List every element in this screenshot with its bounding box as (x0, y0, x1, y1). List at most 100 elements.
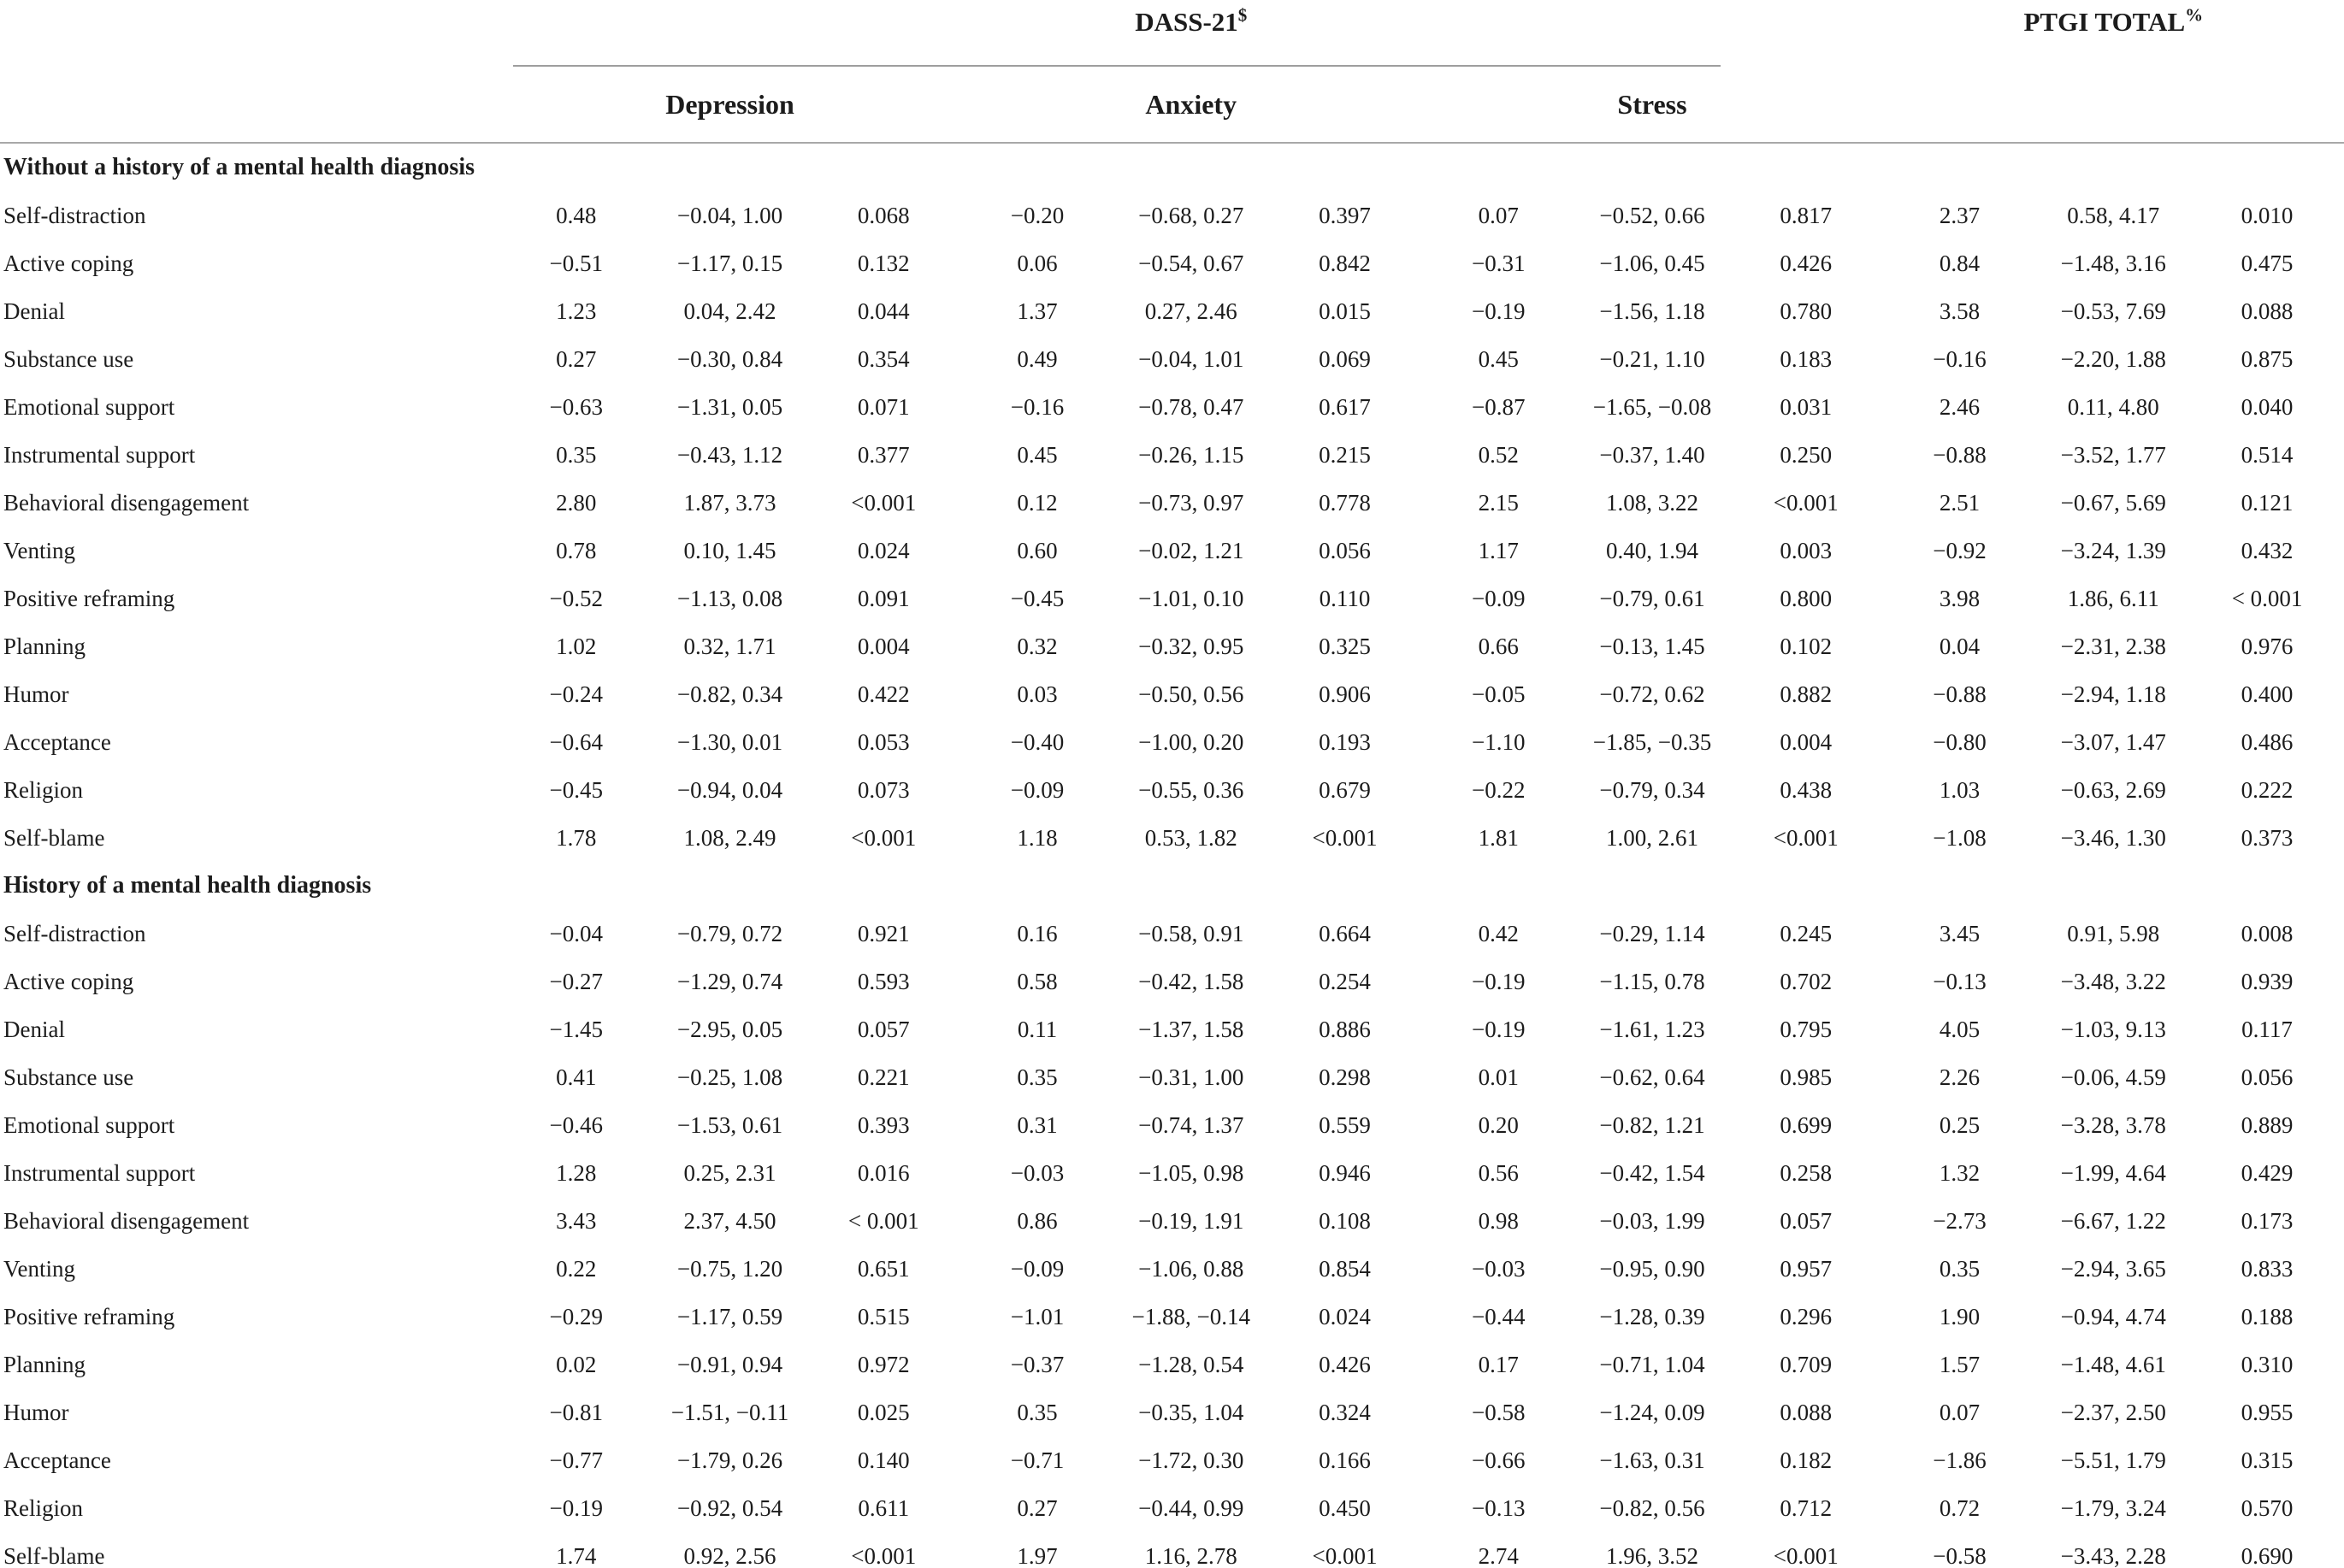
cell-value: < 0.001 (2231, 585, 2303, 611)
cell-value: 0.088 (2241, 298, 2294, 324)
cell-value: −0.09 (1010, 1255, 1065, 1282)
cell-value: −1.08 (1933, 824, 1987, 851)
row-label: Planning (3, 633, 86, 659)
cell-value: 0.426 (1319, 1351, 1371, 1377)
cell-value: 1.18 (1017, 824, 1058, 851)
cell-value: 0.570 (2241, 1494, 2294, 1521)
cell-value: 2.37, 4.50 (683, 1207, 776, 1234)
cell-value: −1.17, 0.59 (676, 1303, 783, 1329)
cell-value: −0.92, 0.54 (676, 1494, 783, 1521)
cell-value: 0.040 (2241, 393, 2294, 420)
cell-value: 0.03 (1017, 681, 1058, 707)
cell-value: 2.80 (556, 489, 597, 516)
cell-value: −1.48, 4.61 (2060, 1351, 2166, 1377)
cell-value: 0.400 (2241, 681, 2294, 707)
row-label: Positive reframing (3, 1303, 175, 1329)
cell-value: 0.215 (1319, 441, 1371, 468)
cell-value: −0.03 (1010, 1159, 1065, 1186)
dass21-group-header: DASS-21$ (499, 0, 1883, 67)
cell-value: 0.110 (1319, 585, 1371, 611)
cell-value: −0.58, 0.91 (1138, 920, 1244, 946)
cell-value: −0.04, 1.00 (676, 202, 783, 228)
cell-value: −0.42, 1.58 (1138, 968, 1244, 994)
row-label: Acceptance (3, 728, 111, 755)
cell-value: 1.23 (556, 298, 597, 324)
ptgi-label: PTGI TOTAL (2023, 7, 2186, 37)
subheader-depression: Depression (499, 67, 961, 144)
cell-value: −1.51, −0.11 (670, 1399, 789, 1425)
cell-value: 0.35 (556, 441, 597, 468)
cell-value: 0.45 (1478, 345, 1519, 372)
cell-value: 0.373 (2241, 824, 2294, 851)
cell-value: 0.221 (857, 1064, 910, 1090)
cell-value: −0.63 (549, 393, 603, 420)
cell-value: −0.03, 1.99 (1599, 1207, 1705, 1234)
cell-value: 0.254 (1319, 968, 1371, 994)
cell-value: −0.44 (1471, 1303, 1526, 1329)
cell-value: −0.68, 0.27 (1138, 202, 1244, 228)
cell-value: 0.071 (857, 393, 910, 420)
cell-value: 0.258 (1780, 1159, 1833, 1186)
cell-value: 0.193 (1319, 728, 1371, 755)
cell-value: −0.19 (549, 1494, 603, 1521)
section-header-row: History of a mental health diagnosis (0, 862, 2344, 910)
cell-value: 0.35 (1017, 1399, 1058, 1425)
cell-value: −3.48, 3.22 (2060, 968, 2166, 994)
table-row: Acceptance −0.64 −1.30, 0.01 0.053 −0.40 −1.0… (0, 718, 2344, 766)
row-label: Self-distraction (3, 202, 146, 228)
cell-value: −0.51 (549, 250, 603, 276)
cell-value: 0.132 (857, 250, 910, 276)
cell-value: 0.008 (2241, 920, 2294, 946)
cell-value: −0.74, 1.37 (1138, 1111, 1244, 1138)
cell-value: 0.069 (1319, 345, 1371, 372)
subheader-ptgi-empty (1882, 67, 2344, 144)
cell-value: −0.50, 0.56 (1138, 681, 1244, 707)
subheader-empty (0, 67, 499, 144)
cell-value: −3.52, 1.77 (2060, 441, 2166, 468)
cell-value: 0.02 (556, 1351, 597, 1377)
cell-value: −1.01 (1010, 1303, 1065, 1329)
cell-value: −0.19, 1.91 (1138, 1207, 1244, 1234)
cell-value: 0.31 (1017, 1111, 1058, 1138)
cell-value: −1.31, 0.05 (676, 393, 783, 420)
group-header-row: DASS-21$ PTGI TOTAL% (0, 0, 2344, 67)
table-header: DASS-21$ PTGI TOTAL% Depression Anxiety … (0, 0, 2344, 144)
cell-value: −0.79, 0.72 (676, 920, 783, 946)
cell-value: −1.00, 0.20 (1138, 728, 1244, 755)
cell-value: 0.250 (1780, 441, 1833, 468)
row-label: Active coping (3, 968, 134, 994)
cell-value: 0.42 (1478, 920, 1519, 946)
cell-value: −0.91, 0.94 (676, 1351, 783, 1377)
cell-value: 0.429 (2241, 1159, 2294, 1186)
row-label: Emotional support (3, 393, 175, 420)
cell-value: 2.15 (1478, 489, 1519, 516)
table-row: Denial −1.45 −2.95, 0.05 0.057 0.11 −1.37, 1.… (0, 1005, 2344, 1053)
cell-value: 0.121 (2241, 489, 2294, 516)
cell-value: −0.52 (549, 585, 603, 611)
cell-value: −1.15, 0.78 (1599, 968, 1705, 994)
cell-value: −1.53, 0.61 (676, 1111, 783, 1138)
cell-value: 0.024 (1319, 1303, 1371, 1329)
cell-value: 0.003 (1780, 537, 1833, 563)
cell-value: −1.01, 0.10 (1138, 585, 1244, 611)
cell-value: 0.044 (857, 298, 910, 324)
cell-value: −0.24 (549, 681, 603, 707)
cell-value: 0.699 (1780, 1111, 1833, 1138)
cell-value: 0.11, 4.80 (2067, 393, 2159, 420)
cell-value: −0.73, 0.97 (1138, 489, 1244, 516)
cell-value: 0.78 (556, 537, 597, 563)
cell-value: 0.298 (1319, 1064, 1371, 1090)
cell-value: 0.354 (857, 345, 910, 372)
cell-value: <0.001 (851, 489, 917, 516)
cell-value: 0.377 (857, 441, 910, 468)
corner-cell (0, 0, 499, 67)
cell-value: 0.921 (857, 920, 910, 946)
cell-value: −0.19 (1471, 298, 1526, 324)
cell-value: 0.057 (1780, 1207, 1833, 1234)
cell-value: 0.11 (1017, 1016, 1058, 1042)
cell-value: 1.78 (556, 824, 597, 851)
cell-value: −0.06, 4.59 (2060, 1064, 2166, 1090)
subheader-anxiety: Anxiety (960, 67, 1422, 144)
table-row: Substance use 0.41 −0.25, 1.08 0.221 0.35 −0.… (0, 1053, 2344, 1101)
cell-value: 0.58, 4.17 (2067, 202, 2160, 228)
